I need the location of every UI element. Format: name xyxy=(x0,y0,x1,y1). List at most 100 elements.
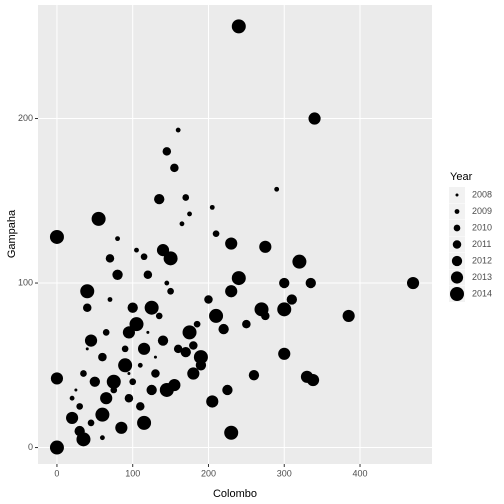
point xyxy=(118,358,133,373)
x-tick-label: 100 xyxy=(125,468,140,478)
point xyxy=(121,345,129,353)
point xyxy=(137,342,151,355)
point xyxy=(146,384,157,396)
point xyxy=(137,362,143,368)
legend-label: 2010 xyxy=(472,222,492,232)
legend-symbol xyxy=(453,224,461,232)
legend-label: 2012 xyxy=(472,255,492,265)
point xyxy=(162,147,172,156)
point xyxy=(305,277,316,289)
point xyxy=(69,395,75,401)
legend-title: Year xyxy=(450,171,473,183)
point xyxy=(85,347,89,351)
legend-symbol xyxy=(450,287,464,301)
point xyxy=(187,211,192,217)
point xyxy=(193,320,201,328)
point xyxy=(74,388,78,392)
point xyxy=(193,350,208,365)
point xyxy=(225,285,238,298)
point xyxy=(143,270,153,280)
point xyxy=(140,253,148,261)
point xyxy=(308,112,321,125)
point xyxy=(151,369,160,378)
point xyxy=(209,204,215,210)
x-tick-label: 300 xyxy=(277,468,292,478)
point xyxy=(127,372,131,376)
point xyxy=(50,372,64,385)
point xyxy=(137,415,152,430)
point xyxy=(242,319,251,329)
point xyxy=(173,344,183,354)
point xyxy=(80,370,87,377)
point xyxy=(91,211,106,226)
point xyxy=(89,376,100,387)
point xyxy=(342,309,355,323)
point xyxy=(146,330,150,334)
point xyxy=(292,254,307,269)
point xyxy=(155,312,163,320)
point xyxy=(163,251,178,266)
point xyxy=(107,297,113,302)
point xyxy=(164,280,170,286)
legend-label: 2014 xyxy=(472,288,492,298)
point xyxy=(306,374,320,387)
point xyxy=(124,393,134,403)
point xyxy=(49,440,64,455)
y-tick-label: 0 xyxy=(28,442,33,452)
x-tick-label: 0 xyxy=(54,468,59,478)
legend-symbol xyxy=(454,209,460,214)
point xyxy=(231,19,246,34)
point xyxy=(218,323,229,335)
point xyxy=(231,271,246,286)
point xyxy=(277,302,292,317)
point xyxy=(167,287,174,295)
point xyxy=(179,221,185,227)
point xyxy=(157,335,169,346)
y-tick-label: 100 xyxy=(18,277,33,287)
x-tick-label: 200 xyxy=(201,468,216,478)
point xyxy=(154,193,165,205)
point xyxy=(159,382,174,397)
legend-symbol xyxy=(450,271,464,284)
point xyxy=(248,369,260,381)
point xyxy=(112,269,123,280)
point xyxy=(87,419,95,427)
point xyxy=(106,374,121,389)
point xyxy=(76,432,91,447)
point xyxy=(127,302,138,313)
point xyxy=(222,384,233,396)
point xyxy=(278,347,291,360)
point xyxy=(274,186,280,192)
point xyxy=(209,308,224,323)
point xyxy=(175,127,181,133)
point xyxy=(66,411,79,425)
point xyxy=(144,300,159,315)
point xyxy=(180,346,191,358)
point xyxy=(80,284,95,299)
legend-label: 2013 xyxy=(472,272,492,282)
point xyxy=(95,407,110,422)
point xyxy=(105,254,115,263)
point xyxy=(98,352,107,362)
x-tick-label: 400 xyxy=(353,468,368,478)
point xyxy=(187,367,200,380)
legend-symbol xyxy=(452,240,462,249)
point xyxy=(279,277,290,289)
point xyxy=(212,230,220,238)
point xyxy=(129,317,144,332)
point xyxy=(182,325,197,340)
point xyxy=(136,402,145,411)
point xyxy=(206,395,219,408)
x-axis-label: Colombo xyxy=(213,488,257,500)
point xyxy=(134,247,139,253)
point xyxy=(182,194,190,201)
point xyxy=(49,229,64,244)
point xyxy=(286,294,297,305)
point xyxy=(225,237,238,250)
point xyxy=(84,334,98,347)
point xyxy=(100,392,113,405)
point xyxy=(406,276,420,290)
point xyxy=(129,378,137,386)
point xyxy=(224,425,239,440)
